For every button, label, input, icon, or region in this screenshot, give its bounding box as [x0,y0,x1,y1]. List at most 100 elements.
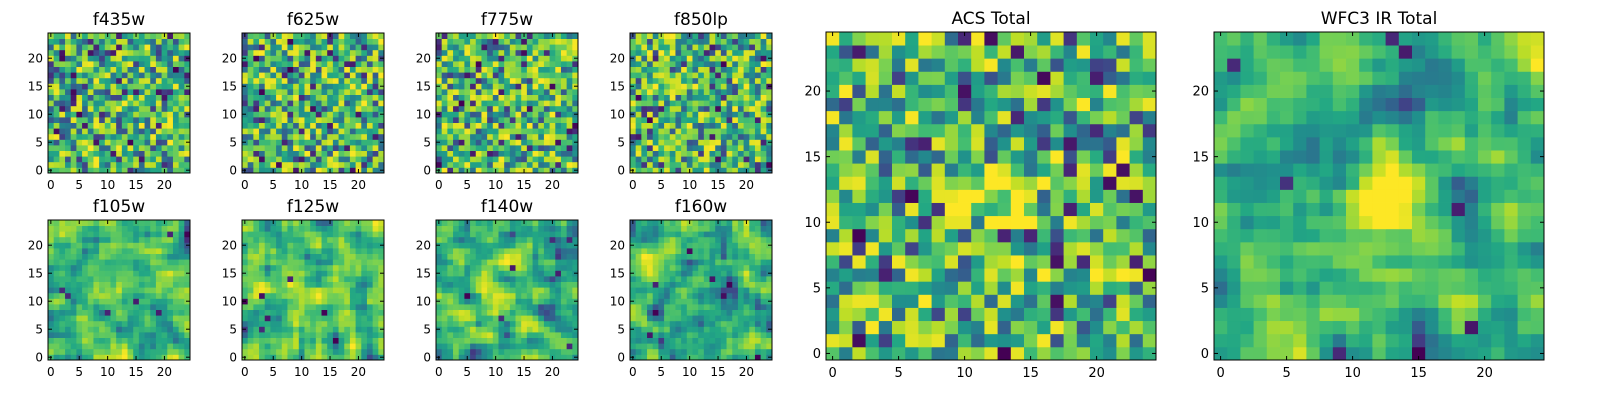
heatmap-cell [664,72,671,79]
heatmap-cell [681,77,688,84]
heatmap-cell [475,139,482,146]
heatmap-cell [766,61,773,67]
heatmap-cell [48,248,55,254]
heatmap-cell [498,117,505,123]
heatmap-cell [116,105,123,112]
heatmap-cell [327,139,334,146]
heatmap-cell [281,105,288,112]
heatmap-cell [53,94,60,101]
heatmap-cell [116,287,123,294]
heatmap-cell [264,72,271,79]
heatmap-cell [549,83,556,90]
heatmap-cell [754,33,762,39]
heatmap-cell [481,139,488,146]
heatmap-cell [481,354,488,361]
heatmap-cell [144,156,151,163]
heatmap-cell [630,150,637,157]
heatmap-cell [138,122,145,129]
heatmap-cell [441,231,448,238]
heatmap-cell [766,276,773,282]
heatmap-cell [327,77,334,84]
heatmap-cell [259,264,266,271]
heatmap-cell [498,89,505,95]
heatmap-cell [515,61,522,67]
heatmap-cell [447,248,454,254]
heatmap-cell [441,161,448,168]
heatmap-cell [110,343,117,350]
heatmap-cell [87,304,94,310]
heatmap-cell [572,320,579,327]
heatmap-cell [99,298,106,305]
heatmap-cell [372,276,379,282]
heatmap-cell [698,77,705,84]
heatmap-cell [178,326,185,333]
heatmap-cell [669,320,676,327]
heatmap-cell [178,242,185,249]
heatmap-cell [155,156,162,163]
heatmap-cell [635,276,642,282]
heatmap-cell [481,49,488,56]
heatmap-cell [737,332,744,338]
heatmap-cell [87,348,94,355]
heatmap-cell [737,44,744,51]
heatmap-cell [549,309,556,316]
heatmap-cell [253,220,260,226]
heatmap-cell [310,231,317,238]
heatmap-cell [161,139,168,146]
heatmap-cell [681,270,688,277]
heatmap-cell [543,111,550,118]
heatmap-cell [681,139,688,146]
heatmap-cell [698,281,705,288]
heatmap-cell [743,133,750,140]
heatmap-cell [526,354,533,361]
heatmap-cell [138,72,145,79]
heatmap-cell [441,105,448,112]
heatmap-cell [104,161,111,168]
heatmap-cell [82,225,89,232]
heatmap-cell [167,156,174,163]
heatmap-cell [543,167,550,174]
heatmap-cell [87,326,94,333]
heatmap-cell [99,259,106,266]
heatmap-cell [720,105,727,112]
panel-title: f435w [93,10,145,30]
heatmap-cell [121,248,128,254]
heatmap-cell [76,72,83,79]
heatmap-cell [298,156,305,163]
heatmap-cell [509,225,516,232]
heatmap-cell [82,111,89,118]
heatmap-cell [498,253,505,260]
heatmap-cell [532,332,539,338]
heatmap-cell [332,348,339,355]
heatmap-cell [121,220,128,226]
heatmap-cell [99,44,106,51]
heatmap-cell [276,156,283,163]
heatmap-cell [184,38,191,45]
heatmap-cell [150,354,157,361]
y-tick-label: 20 [610,52,625,66]
heatmap-cell [515,236,522,243]
heatmap-cell [344,337,351,344]
heatmap-cell [521,61,528,67]
heatmap-cell [270,49,277,56]
heatmap-cell [538,292,545,299]
heatmap-cell [652,55,659,62]
x-tick-label: 10 [100,365,115,379]
heatmap-cell [361,354,368,361]
heatmap-cell [121,111,128,118]
heatmap-cell [242,156,249,163]
heatmap-cell [572,161,579,168]
heatmap-cell [481,309,488,316]
heatmap-cell [686,337,693,344]
heatmap-cell [161,304,168,310]
heatmap-cell [172,343,180,350]
heatmap-cell [144,236,151,243]
heatmap-cell [703,77,710,84]
heatmap-cell [59,287,66,294]
heatmap-cell [658,292,665,299]
heatmap-cell [276,304,283,310]
heatmap-cell [630,281,637,288]
heatmap-cell [526,298,533,305]
heatmap-cell [504,332,511,338]
heatmap-cell [93,298,100,305]
